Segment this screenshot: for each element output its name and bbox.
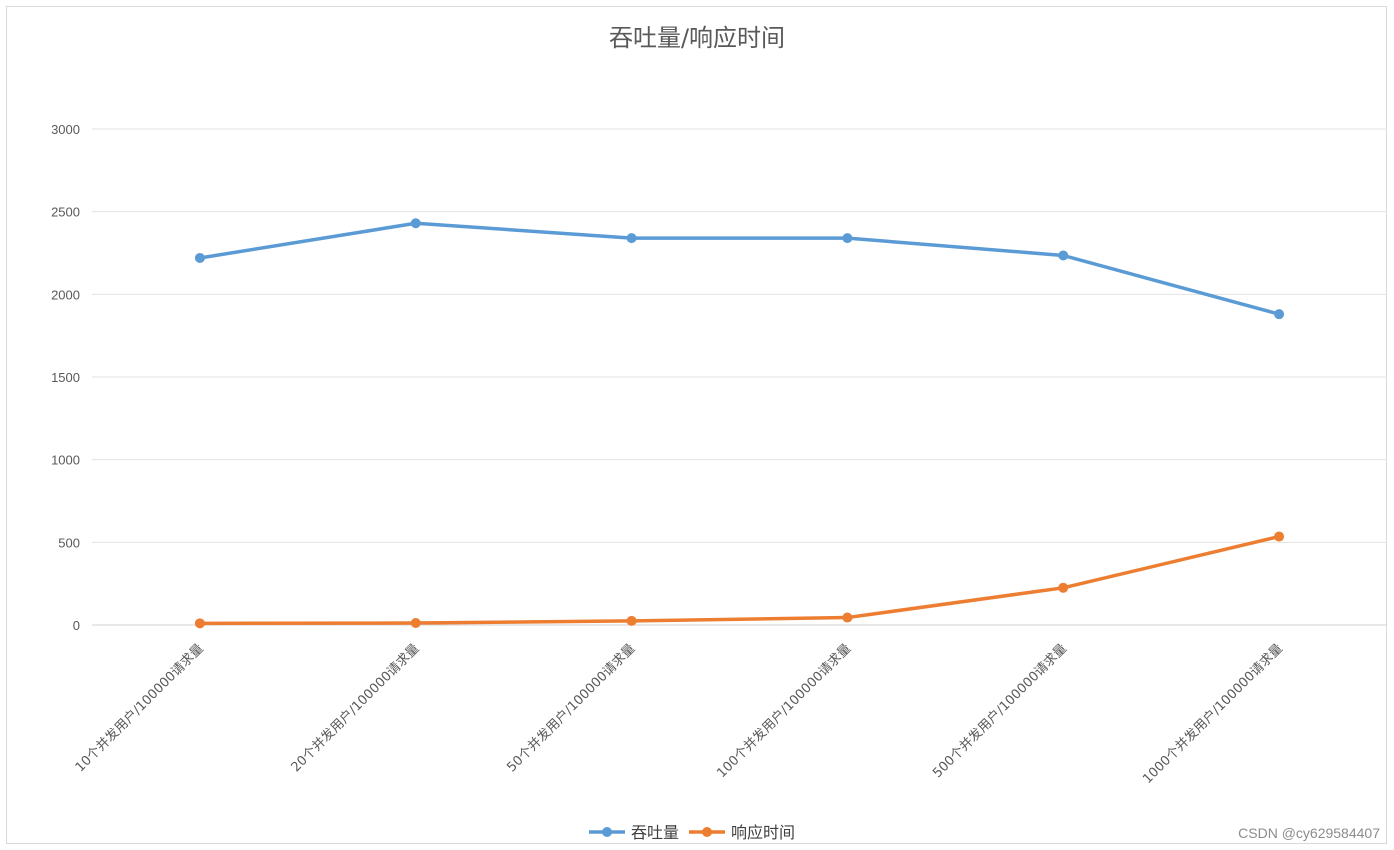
data-point	[1274, 531, 1285, 542]
x-tick-label: 500个并发用户/100000请求量	[929, 641, 1070, 782]
x-tick-label: 50个并发用户/100000请求量	[504, 641, 639, 776]
y-tick-label: 2500	[51, 205, 80, 220]
legend-label: 响应时间	[731, 823, 795, 842]
data-point	[626, 233, 637, 244]
data-point	[1274, 309, 1285, 320]
x-axis-ticks: 10个并发用户/100000请求量 20个并发用户/100000请求量 50个并发用…	[72, 641, 1286, 787]
legend: 吞吐量 响应时间	[589, 823, 795, 842]
legend-swatch-marker	[702, 827, 712, 837]
y-tick-label: 2000	[51, 287, 80, 302]
y-tick-label: 3000	[51, 122, 80, 137]
series-line	[198, 534, 1281, 626]
series-line	[198, 221, 1281, 316]
legend-swatch-marker	[602, 827, 612, 837]
series-lines	[198, 221, 1281, 626]
y-tick-label: 1000	[51, 453, 80, 468]
data-point	[842, 612, 853, 623]
data-point	[410, 618, 421, 629]
data-point	[194, 252, 205, 263]
legend-label: 吞吐量	[631, 823, 679, 842]
x-tick-label: 1000个并发用户/100000请求量	[1139, 641, 1285, 787]
x-tick-label: 20个并发用户/100000请求量	[288, 641, 423, 776]
y-tick-label: 500	[58, 535, 80, 550]
data-point	[194, 618, 205, 629]
y-tick-label: 1500	[51, 370, 80, 385]
y-tick-label: 0	[73, 618, 80, 633]
data-point	[410, 218, 421, 229]
data-point	[626, 615, 637, 626]
series-points	[194, 218, 1285, 629]
data-point	[1058, 250, 1069, 261]
watermark-text: CSDN @cy629584407	[1238, 825, 1380, 841]
grid-lines	[92, 128, 1387, 626]
data-point	[1058, 582, 1069, 593]
x-tick-label: 10个并发用户/100000请求量	[72, 641, 207, 776]
y-axis-ticks: 0 500 1000 1500 2000 2500 3000	[51, 122, 80, 633]
data-point	[842, 233, 853, 244]
chart-frame	[6, 6, 1387, 844]
x-tick-label: 100个并发用户/100000请求量	[714, 641, 855, 782]
chart-title: 吞吐量/响应时间	[609, 24, 785, 52]
